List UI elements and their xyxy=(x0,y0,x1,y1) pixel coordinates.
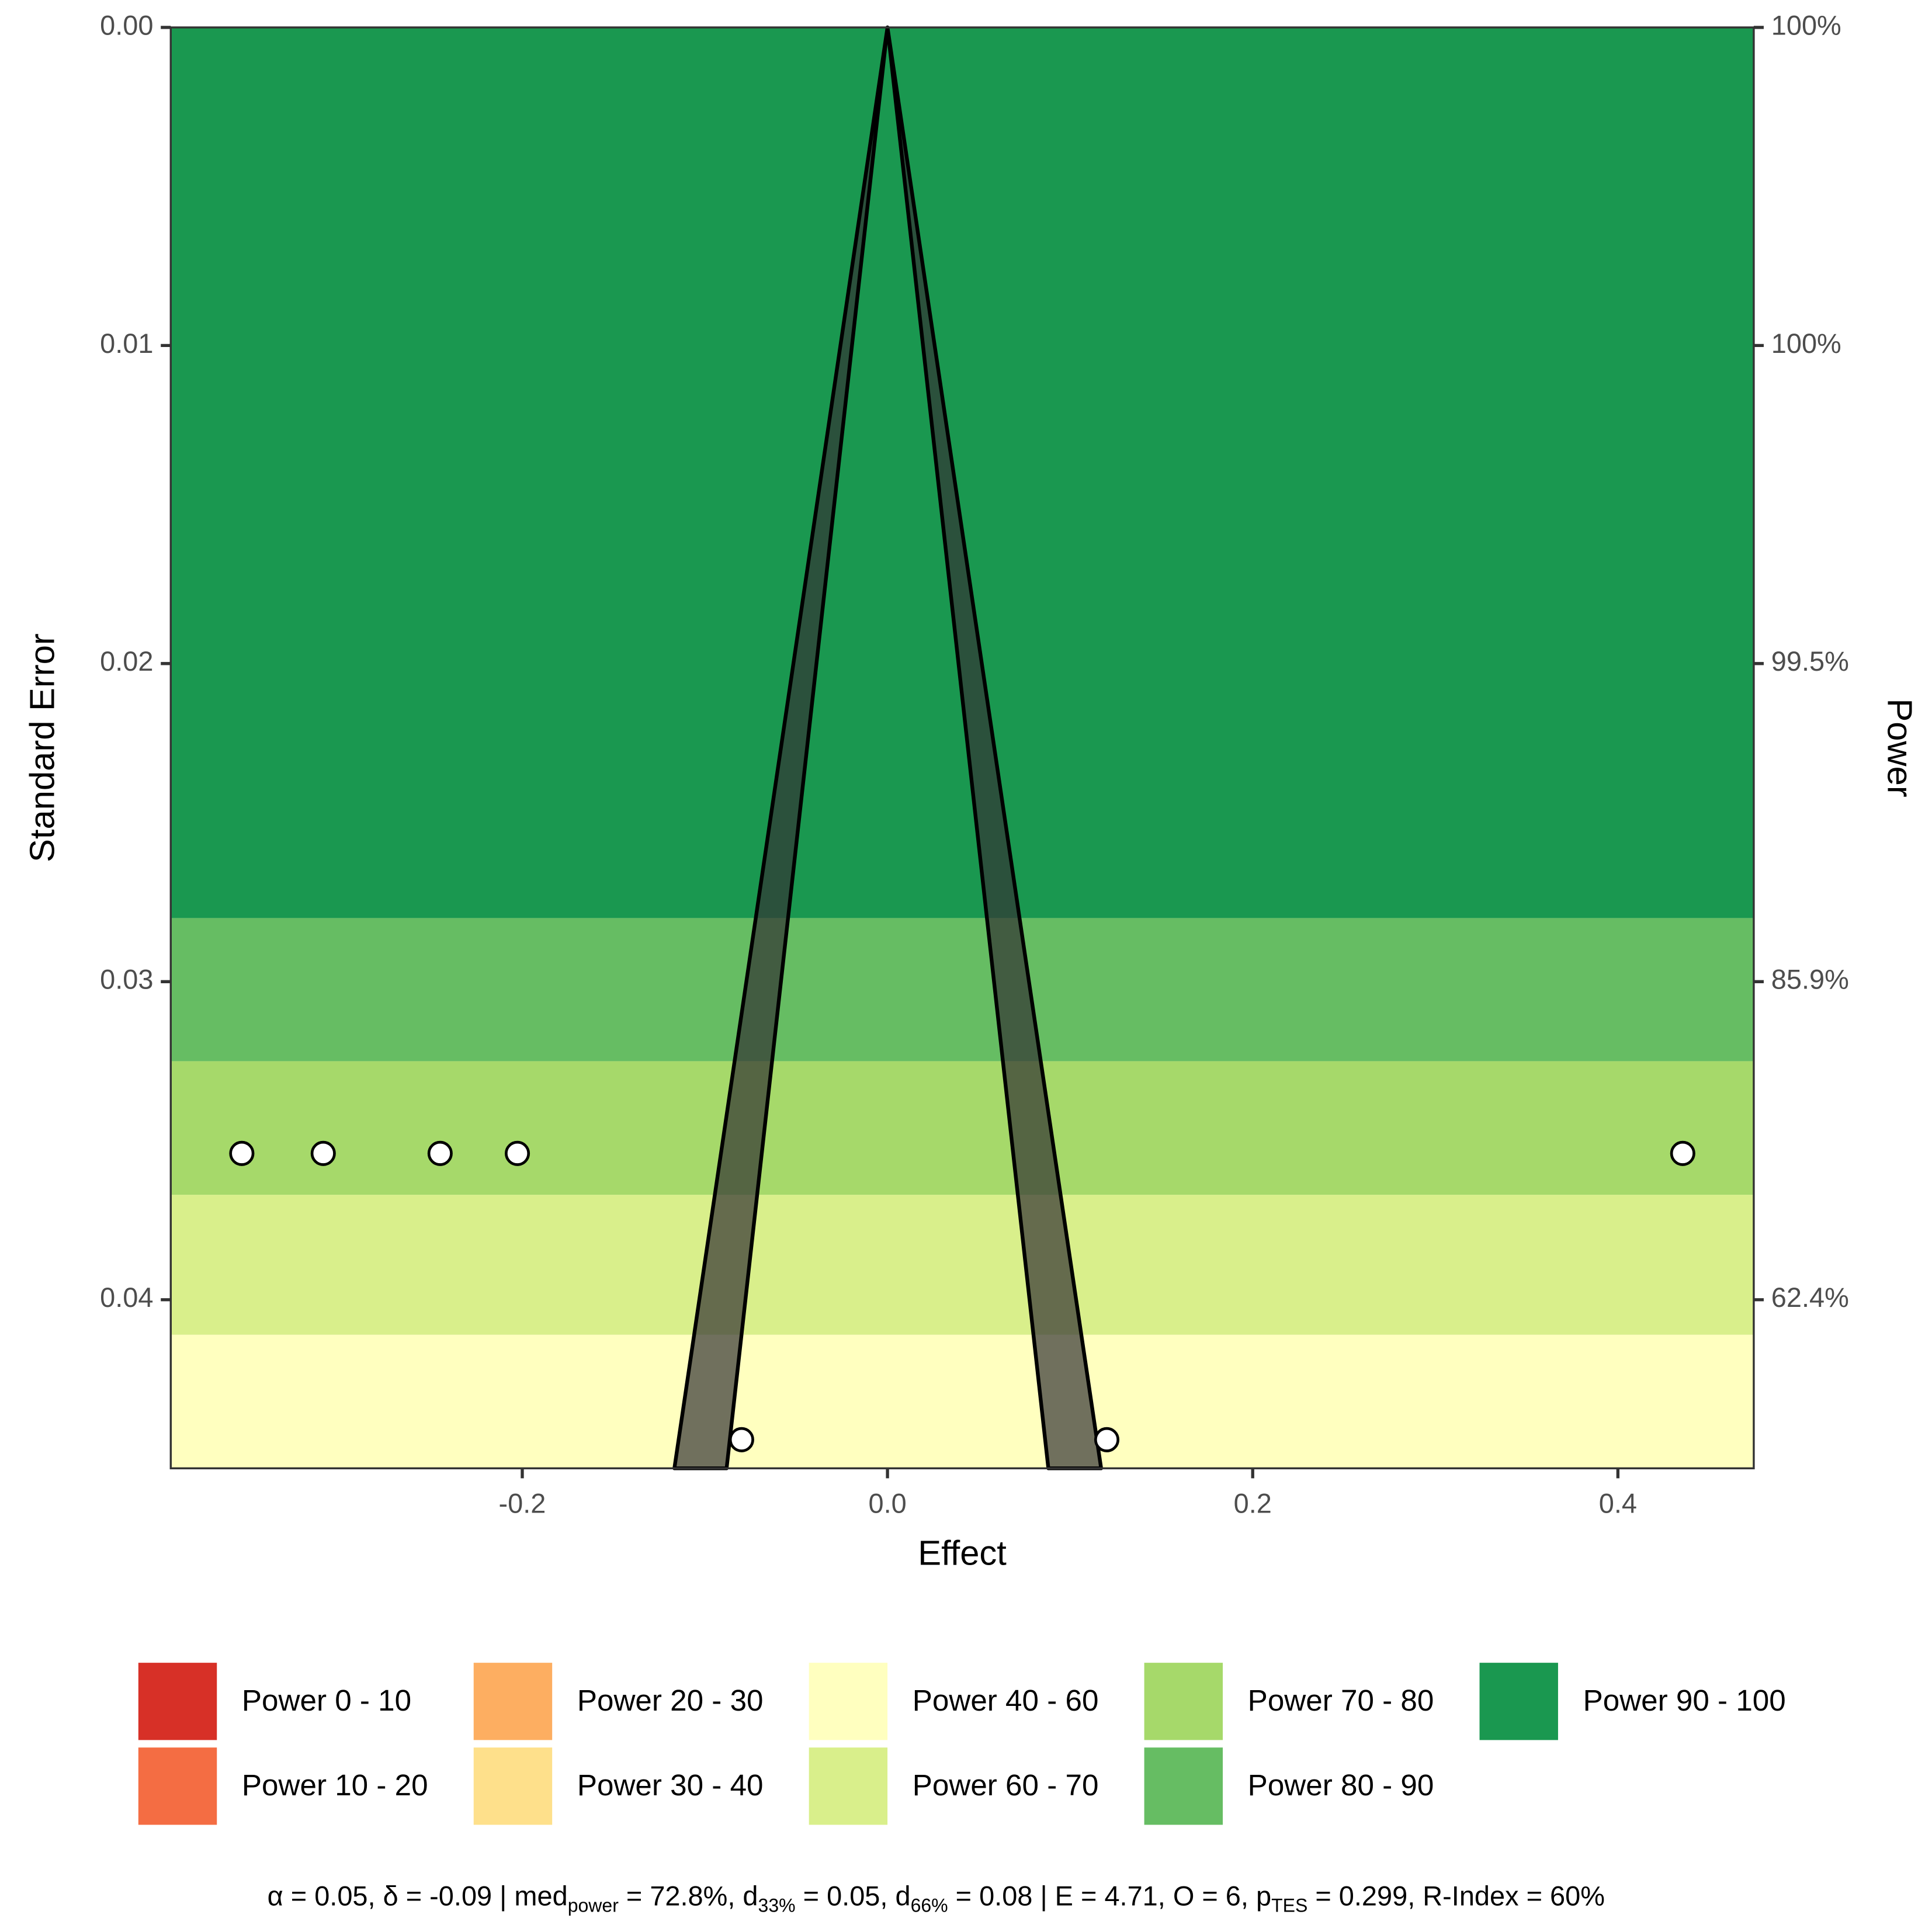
x-axis-title: Effect xyxy=(918,1533,1007,1572)
legend-swatch xyxy=(1144,1663,1223,1740)
legend-swatch xyxy=(138,1663,217,1740)
legend-label: Power 10 - 20 xyxy=(242,1768,428,1802)
y-tick-label: 0.00 xyxy=(100,10,153,40)
caption-subscript: TES xyxy=(1271,1895,1307,1916)
y2-tick-label: 85.9% xyxy=(1771,965,1849,995)
legend-label: Power 30 - 40 xyxy=(577,1768,764,1802)
legend-label: Power 90 - 100 xyxy=(1583,1684,1786,1717)
power-band xyxy=(171,918,1754,1062)
caption-subscript: 66% xyxy=(911,1895,948,1916)
legend-label: Power 80 - 90 xyxy=(1248,1768,1434,1802)
caption: α = 0.05, δ = -0.09 | medpower = 72.8%, … xyxy=(268,1881,1605,1916)
caption-text: α = 0.05, δ = -0.09 | med xyxy=(268,1881,568,1912)
study-point xyxy=(427,1140,453,1166)
power-band xyxy=(171,27,1754,918)
legend-swatch xyxy=(1144,1747,1223,1825)
caption-text: = 0.05, d xyxy=(796,1881,911,1912)
legend-swatch xyxy=(1479,1663,1558,1740)
y-tick-label: 0.03 xyxy=(100,965,153,995)
legend-label: Power 0 - 10 xyxy=(242,1684,411,1717)
legend-label: Power 70 - 80 xyxy=(1248,1684,1434,1717)
plot-frame xyxy=(169,26,1755,1470)
y2-tick-label: 62.4% xyxy=(1771,1282,1849,1313)
legend-swatch xyxy=(138,1747,217,1825)
legend-swatch xyxy=(473,1663,553,1740)
legend-swatch xyxy=(473,1747,553,1825)
legend-swatch xyxy=(809,1663,888,1740)
power-band xyxy=(171,1195,1754,1335)
caption-subscript: 33% xyxy=(758,1895,796,1916)
y-tick-label: 0.02 xyxy=(100,646,153,677)
y-tick-label: 0.04 xyxy=(100,1282,153,1313)
study-point xyxy=(310,1140,336,1166)
caption-text: = 0.08 | E = 4.71, O = 6, p xyxy=(948,1881,1271,1912)
power-band xyxy=(171,1334,1754,1469)
legend-label: Power 60 - 70 xyxy=(913,1768,1099,1802)
legend-label: Power 40 - 60 xyxy=(913,1684,1099,1717)
study-point xyxy=(1094,1427,1120,1452)
caption-text: = 0.299, R-Index = 60% xyxy=(1307,1881,1605,1912)
caption-text: = 72.8%, d xyxy=(619,1881,758,1912)
x-tick-label: -0.2 xyxy=(499,1489,546,1519)
y2-axis-title: Power xyxy=(1880,698,1919,797)
legend-swatch xyxy=(809,1747,888,1825)
study-point xyxy=(229,1140,255,1166)
y2-tick-label: 100% xyxy=(1771,328,1841,359)
caption-subscript: power xyxy=(568,1895,619,1916)
x-tick-label: 0.0 xyxy=(868,1489,906,1519)
x-tick-label: 0.2 xyxy=(1234,1489,1272,1519)
power-band xyxy=(171,1061,1754,1195)
y-axis-title: Standard Error xyxy=(23,633,62,862)
x-tick-label: 0.4 xyxy=(1599,1489,1637,1519)
y2-tick-label: 99.5% xyxy=(1771,646,1849,677)
legend-label: Power 20 - 30 xyxy=(577,1684,764,1717)
y-tick-label: 0.01 xyxy=(100,328,153,359)
y2-tick-label: 100% xyxy=(1771,10,1841,40)
study-point xyxy=(1670,1140,1695,1166)
study-point xyxy=(504,1140,530,1166)
study-point xyxy=(729,1427,754,1452)
